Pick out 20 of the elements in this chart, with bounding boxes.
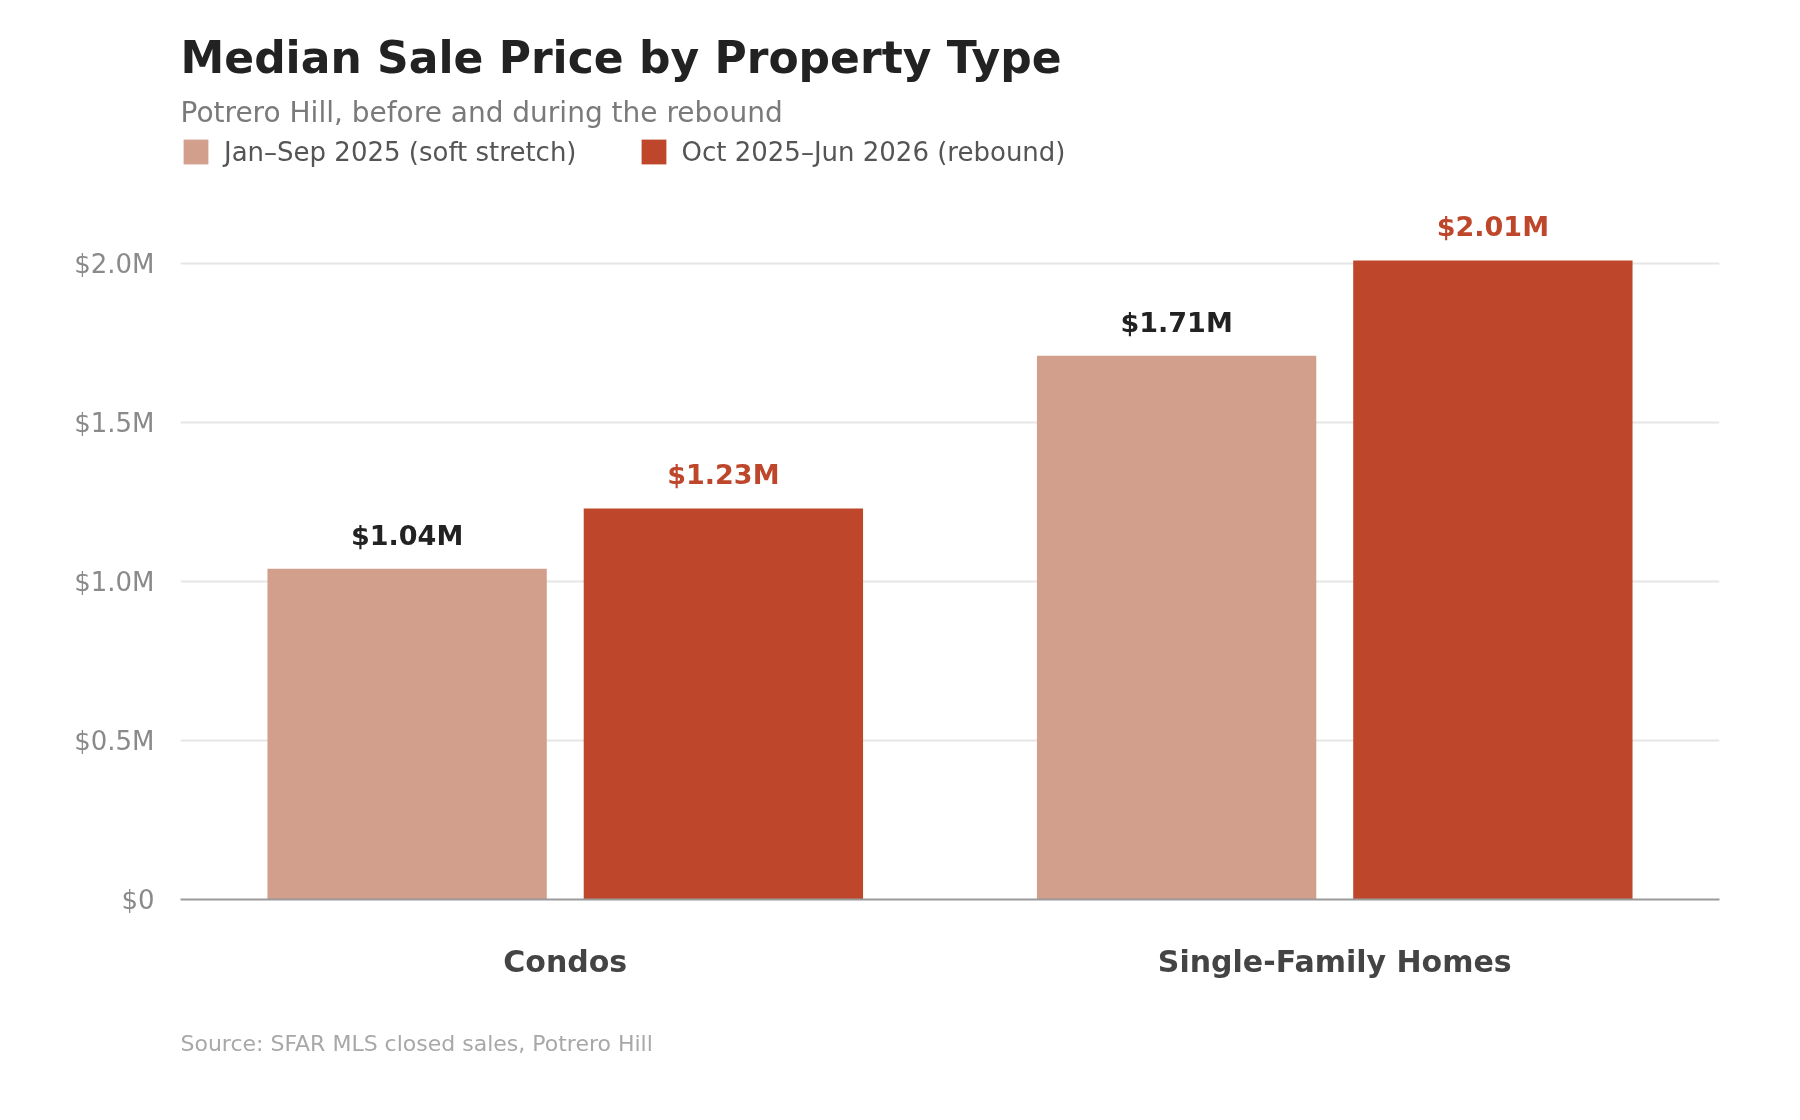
- y-tick-label: $0.5M: [74, 725, 155, 756]
- bar: [1353, 260, 1633, 900]
- x-tick-label: Single-Family Homes: [1157, 943, 1512, 979]
- data-label: $2.01M: [1436, 211, 1550, 243]
- bar: [267, 568, 547, 900]
- y-tick-label: $1.0M: [74, 566, 155, 597]
- legend-label: Jan–Sep 2025 (soft stretch): [224, 136, 577, 167]
- y-tick-label: $1.5M: [74, 407, 155, 438]
- legend-label: Oct 2025–Jun 2026 (rebound): [681, 136, 1066, 167]
- x-tick-label: Condos: [503, 943, 628, 979]
- chart-subtitle: Potrero Hill, before and during the rebound: [180, 95, 783, 129]
- source-note: Source: SFAR MLS closed sales, Potrero Hill: [180, 1031, 653, 1056]
- y-tick-label: $0: [121, 884, 155, 915]
- data-label: $1.23M: [667, 459, 780, 491]
- chart-title: Median Sale Price by Property Type: [180, 31, 1062, 83]
- y-tick-label: $2.0M: [74, 248, 155, 279]
- data-label: $1.04M: [350, 519, 464, 551]
- bar: [583, 508, 864, 900]
- data-label: $1.71M: [1120, 306, 1233, 338]
- bar: [1036, 355, 1317, 900]
